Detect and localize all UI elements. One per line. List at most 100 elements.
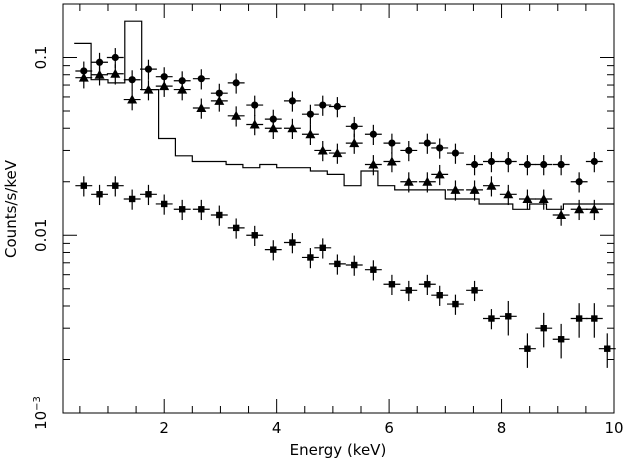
circle-point (466, 155, 483, 176)
y-axis-ticks: 0.1 0.01 10−3 (32, 3, 614, 430)
circle-point (227, 73, 245, 94)
triangle-point (246, 115, 264, 136)
square-point (585, 303, 603, 338)
circle-point (364, 124, 382, 146)
square-marker (405, 287, 412, 294)
square-point (210, 205, 228, 226)
square-point (499, 300, 517, 336)
triangle-marker (386, 156, 397, 166)
square-marker (145, 191, 152, 198)
triangle-point (155, 76, 173, 97)
circle-marker (95, 58, 104, 66)
square-point (106, 176, 124, 197)
circle-marker (557, 160, 565, 169)
triangle-marker (317, 145, 328, 155)
triangle-marker (332, 148, 343, 158)
square-marker (524, 345, 531, 352)
circle-point (383, 133, 401, 154)
square-point (192, 199, 210, 221)
circle-marker (350, 122, 358, 130)
circle-point (91, 52, 108, 74)
circle-marker (436, 144, 444, 152)
square-marker (251, 232, 258, 239)
square-marker (161, 200, 168, 208)
square-point (400, 280, 418, 302)
x-tick-label: 6 (384, 419, 394, 437)
square-point (264, 240, 282, 261)
circle-point (570, 172, 588, 193)
circle-marker (540, 160, 548, 169)
square-marker (575, 315, 583, 322)
circle-point (447, 143, 464, 164)
triangle-marker (94, 69, 105, 79)
circle-marker (575, 178, 583, 186)
square-point (123, 189, 141, 210)
circle-marker (333, 102, 341, 111)
triangle-point (264, 118, 282, 139)
circle-marker (288, 97, 296, 105)
circle-marker (405, 146, 413, 155)
triangle-marker (403, 176, 414, 186)
circle-marker (423, 139, 431, 147)
square-marker (334, 260, 341, 268)
triangle-point (210, 91, 228, 112)
triangle-point (192, 98, 210, 119)
triangle-point (552, 205, 570, 226)
square-marker (505, 313, 512, 320)
circle-marker (504, 157, 512, 166)
triangle-marker (450, 184, 461, 194)
square-point (383, 274, 401, 296)
square-marker (591, 315, 598, 322)
square-point (598, 333, 616, 368)
triangle-marker (589, 204, 600, 214)
triangle-marker (287, 123, 298, 133)
triangle-point (345, 133, 363, 154)
triangle-point (466, 180, 483, 201)
triangle-marker (368, 159, 379, 169)
triangle-marker (556, 210, 567, 220)
x-tick-label: 8 (497, 419, 507, 437)
triangle-marker (196, 102, 207, 112)
triangle-marker (177, 84, 188, 94)
square-point (535, 312, 553, 348)
circle-marker (128, 76, 136, 84)
square-point (301, 248, 319, 269)
square-point (91, 184, 108, 206)
y-tick-label: 0.01 (32, 219, 50, 252)
circle-marker (251, 101, 259, 109)
square-marker (232, 224, 240, 232)
square-point (364, 260, 382, 281)
square-marker (424, 281, 431, 288)
circle-point (585, 152, 603, 173)
circle-marker (144, 65, 153, 73)
model-step-line (74, 20, 614, 210)
circle-point (482, 152, 500, 173)
x-tick-label: 10 (604, 419, 623, 437)
square-point (75, 176, 93, 197)
triangle-marker (538, 193, 549, 203)
triangle-marker (268, 123, 279, 133)
square-marker (307, 254, 314, 261)
triangle-point (418, 172, 436, 193)
triangle-point (328, 143, 346, 164)
circle-marker (523, 160, 532, 169)
plot-frame (62, 3, 615, 414)
circle-point (535, 155, 553, 176)
square-marker (289, 239, 296, 246)
circle-marker (111, 53, 119, 62)
circle-point (552, 155, 570, 176)
circle-marker (232, 79, 240, 87)
square-point (447, 294, 464, 315)
circle-point (314, 95, 332, 116)
triangle-marker (110, 68, 121, 78)
square-marker (436, 291, 443, 299)
triangle-marker (574, 204, 585, 214)
triangle-marker (422, 176, 433, 186)
circle-point (518, 155, 536, 176)
triangle-marker (159, 81, 170, 91)
square-point (328, 254, 346, 275)
square-point (552, 323, 570, 359)
square-marker (452, 300, 459, 308)
circle-marker (369, 130, 377, 138)
circle-point (328, 97, 346, 118)
